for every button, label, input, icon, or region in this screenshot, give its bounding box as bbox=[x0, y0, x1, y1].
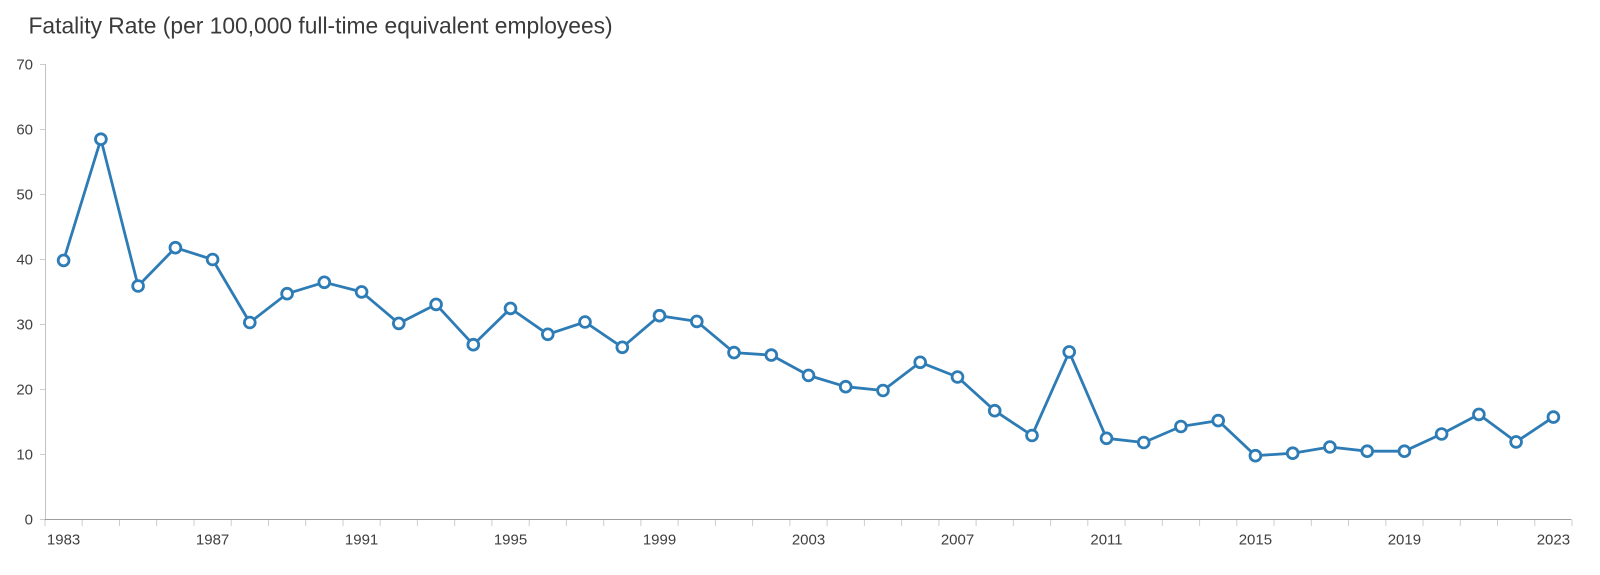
svg-text:30: 30 bbox=[16, 317, 33, 334]
svg-text:2015: 2015 bbox=[1239, 532, 1272, 549]
svg-text:2023: 2023 bbox=[1537, 532, 1570, 549]
svg-text:0: 0 bbox=[25, 512, 33, 529]
svg-text:2019: 2019 bbox=[1388, 532, 1421, 549]
svg-text:20: 20 bbox=[16, 382, 33, 399]
svg-text:10: 10 bbox=[16, 447, 33, 464]
svg-text:2011: 2011 bbox=[1090, 532, 1122, 549]
svg-text:70: 70 bbox=[16, 57, 33, 74]
svg-text:2007: 2007 bbox=[941, 532, 974, 549]
svg-text:40: 40 bbox=[16, 252, 33, 269]
svg-text:Fatality Rate (per 100,000 ful: Fatality Rate (per 100,000 full-time equ… bbox=[29, 13, 613, 39]
svg-text:2003: 2003 bbox=[792, 532, 825, 549]
svg-text:1987: 1987 bbox=[196, 532, 229, 549]
svg-text:1995: 1995 bbox=[494, 532, 527, 549]
svg-text:50: 50 bbox=[16, 187, 33, 204]
svg-text:1983: 1983 bbox=[47, 532, 80, 549]
svg-text:60: 60 bbox=[16, 122, 33, 139]
svg-text:1991: 1991 bbox=[345, 532, 378, 549]
svg-text:1999: 1999 bbox=[643, 532, 676, 549]
